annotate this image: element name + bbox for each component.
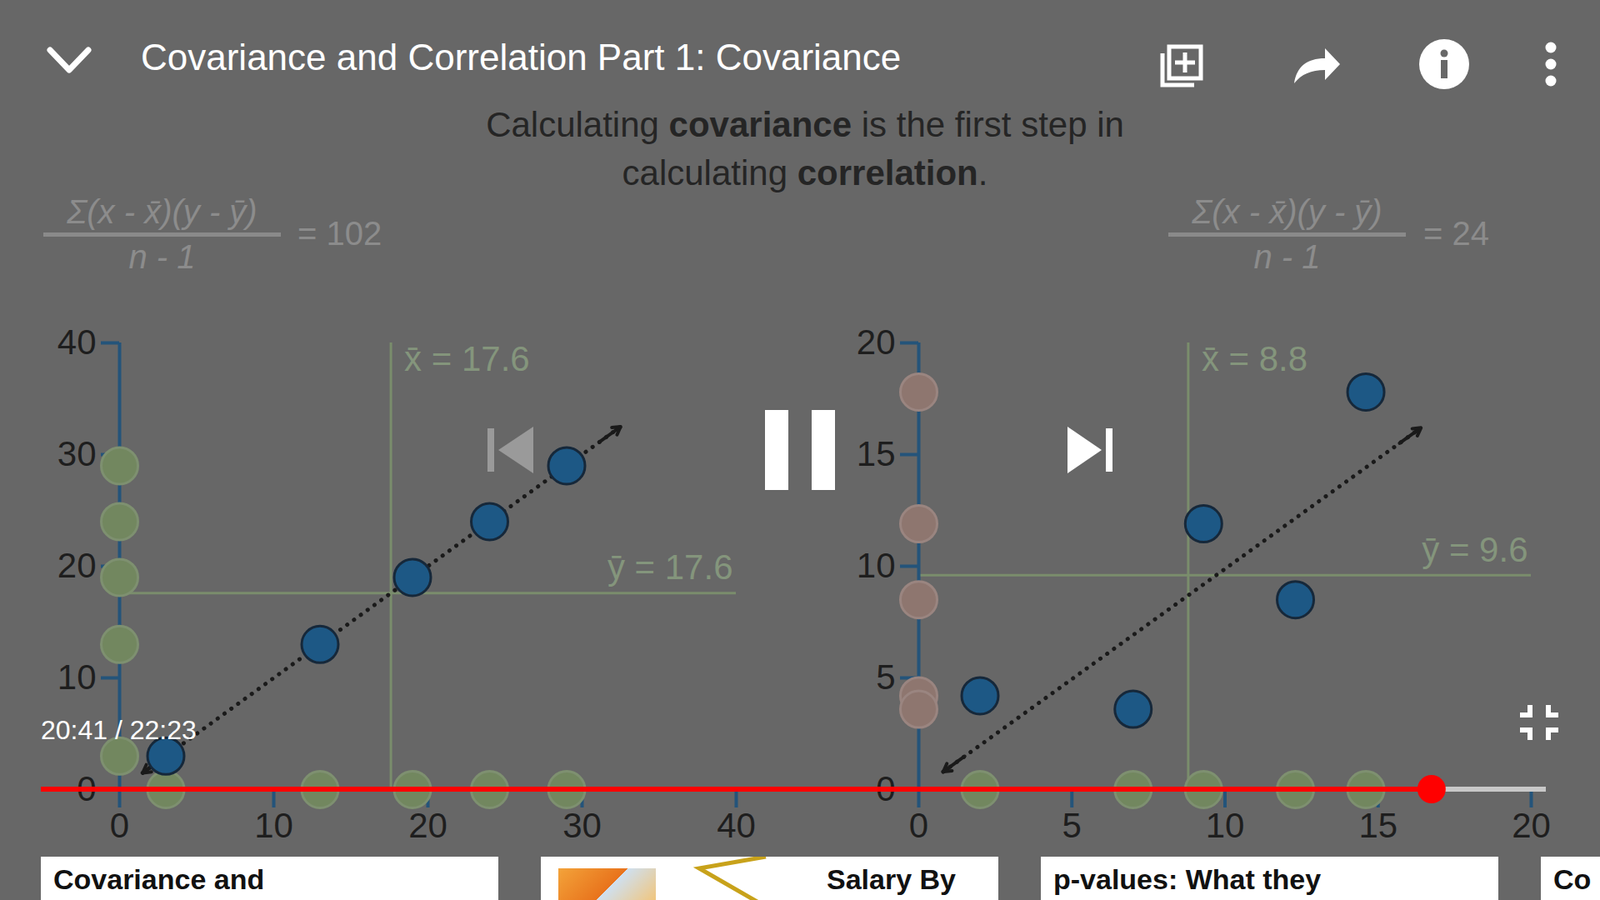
svg-text:20: 20 <box>408 805 448 845</box>
svg-text:5: 5 <box>875 657 895 697</box>
svg-text:40: 40 <box>716 805 756 845</box>
svg-text:0: 0 <box>76 769 97 809</box>
svg-text:x̄ = 17.6: x̄ = 17.6 <box>404 339 530 379</box>
html-text:20:41 / 22:23: 20:41 / 22:23 <box>40 715 197 745</box>
svg-text:15: 15 <box>856 434 896 474</box>
svg-text:20: 20 <box>856 322 896 362</box>
svg-text:5: 5 <box>1062 805 1082 845</box>
html-text:Covariance and: Covariance and <box>53 863 265 895</box>
html-text:Calculating covariance is the: Calculating covariance is the first step… <box>485 105 1125 145</box>
html-text:Co: Co <box>1553 863 1592 895</box>
svg-text:20: 20 <box>1511 805 1551 845</box>
html-text:Σ(x - x̄)(y - ȳ): Σ(x - x̄)(y - ȳ) <box>66 193 258 230</box>
html-text:Covariance and Correlation Par: Covariance and Correlation Part 1: Covar… <box>140 36 902 78</box>
html-text:= 24: = 24 <box>1423 215 1490 252</box>
svg-text:ȳ = 17.6: ȳ = 17.6 <box>607 547 734 587</box>
svg-text:ȳ = 9.6: ȳ = 9.6 <box>1421 530 1528 570</box>
svg-text:0: 0 <box>875 769 896 809</box>
svg-text:30: 30 <box>562 805 602 845</box>
html-text:n - 1: n - 1 <box>128 238 196 275</box>
html-text:n - 1: n - 1 <box>1253 238 1321 275</box>
html-text:p-values: What they: p-values: What they <box>1053 863 1321 895</box>
svg-text:0: 0 <box>110 805 130 845</box>
html-text:= 102: = 102 <box>297 215 382 252</box>
svg-text:0: 0 <box>909 805 929 845</box>
html-text:calculating correlation.: calculating correlation. <box>622 153 988 193</box>
html-text:Σ(x - x̄)(y - ȳ): Σ(x - x̄)(y - ȳ) <box>1191 193 1383 230</box>
svg-text:10: 10 <box>1205 805 1245 845</box>
html-text:Salary By: Salary By <box>826 863 956 895</box>
svg-text:30: 30 <box>57 434 97 474</box>
svg-text:10: 10 <box>57 657 97 697</box>
svg-text:20: 20 <box>57 545 97 585</box>
svg-text:10: 10 <box>254 805 294 845</box>
svg-text:15: 15 <box>1358 805 1398 845</box>
svg-text:x̄ = 8.8: x̄ = 8.8 <box>1201 339 1308 379</box>
svg-text:40: 40 <box>57 322 97 362</box>
svg-text:10: 10 <box>856 545 896 585</box>
